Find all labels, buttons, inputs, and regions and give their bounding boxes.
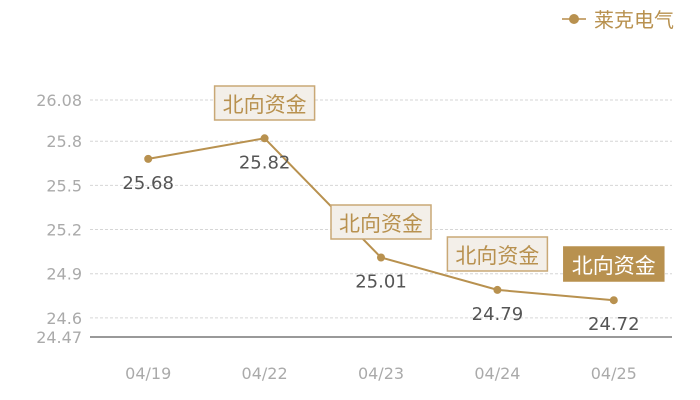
annotation-box bbox=[563, 246, 665, 282]
y-tick-label: 24.47 bbox=[36, 328, 82, 347]
x-tick-label: 04/25 bbox=[591, 364, 637, 383]
data-label: 25.68 bbox=[122, 173, 174, 194]
y-tick-label: 25.5 bbox=[46, 176, 82, 195]
data-label: 25.01 bbox=[355, 272, 407, 293]
y-tick-label: 24.9 bbox=[46, 265, 82, 284]
annotation-box bbox=[330, 204, 432, 240]
legend[interactable]: 莱克电气 bbox=[562, 4, 674, 33]
annotation-label: 北向资金 bbox=[223, 93, 307, 117]
data-label: 25.82 bbox=[239, 152, 291, 173]
x-tick-label: 04/19 bbox=[125, 364, 171, 383]
y-tick-label: 25.2 bbox=[46, 221, 82, 240]
data-point bbox=[260, 134, 269, 143]
data-point bbox=[609, 296, 618, 305]
y-tick-label: 26.08 bbox=[36, 91, 82, 110]
x-tick-label: 04/22 bbox=[242, 364, 288, 383]
legend-marker-icon bbox=[562, 13, 586, 24]
data-point bbox=[493, 285, 502, 294]
annotation-box bbox=[213, 85, 316, 121]
data-point bbox=[144, 154, 153, 163]
data-point bbox=[377, 253, 385, 262]
y-tick-label: 24.6 bbox=[46, 309, 82, 328]
legend-label: 莱克电气 bbox=[594, 8, 674, 32]
annotation-label: 北向资金 bbox=[572, 254, 656, 278]
annotation-box bbox=[446, 236, 549, 272]
data-label: 24.72 bbox=[588, 314, 640, 335]
x-tick-label: 04/23 bbox=[358, 364, 404, 383]
data-label: 24.79 bbox=[472, 304, 524, 325]
annotation-label: 北向资金 bbox=[339, 212, 423, 236]
x-tick-label: 04/24 bbox=[474, 364, 520, 383]
annotation-label: 北向资金 bbox=[455, 244, 539, 268]
y-tick-label: 25.8 bbox=[46, 132, 82, 151]
